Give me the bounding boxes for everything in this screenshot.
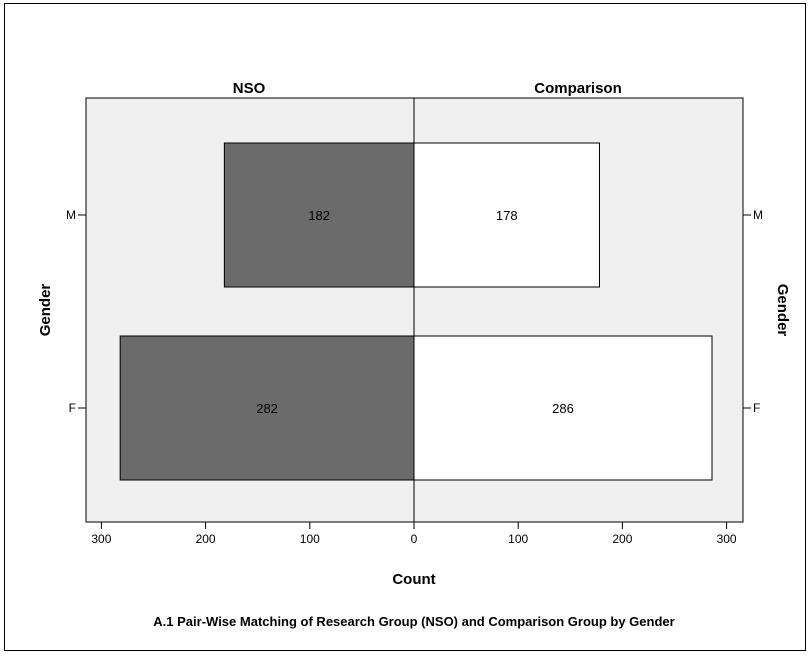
bar-nso-m (223, 142, 415, 288)
y-axis-title-left: Gender (37, 284, 54, 337)
bar-comparison-m (413, 142, 600, 288)
x-tick-label-left-300: 300 (91, 532, 111, 546)
panel-title-nso: NSO (233, 80, 266, 97)
bar-nso-f (119, 335, 415, 481)
bar-label-nso-f: 282 (256, 401, 278, 416)
x-tick-label-left-0: 0 (411, 532, 418, 546)
y-axis-title-right: Gender (774, 284, 791, 337)
bar-label-nso-m: 182 (308, 208, 330, 223)
x-tick-label-right-100: 100 (508, 532, 528, 546)
ticks-group: M M F F 0 100 100 200 200 300 300 (66, 208, 763, 546)
y-tick-label-right-f: F (753, 401, 760, 415)
bar-comparison-f (413, 335, 713, 481)
x-tick-label-left-100: 100 (300, 532, 320, 546)
y-tick-label-right-m: M (753, 208, 763, 222)
x-tick-label-left-200: 200 (196, 532, 216, 546)
panel-title-comparison: Comparison (534, 80, 622, 97)
x-axis-title: Count (392, 571, 435, 588)
figure-caption: A.1 Pair-Wise Matching of Research Group… (153, 614, 674, 629)
bar-label-comparison-m: 178 (496, 208, 518, 223)
x-tick-label-right-200: 200 (612, 532, 632, 546)
y-tick-label-left-f: F (69, 401, 76, 415)
y-tick-label-left-m: M (66, 208, 76, 222)
bars-group: 182 178 282 286 (119, 142, 713, 481)
x-tick-label-right-300: 300 (717, 532, 737, 546)
bar-label-comparison-f: 286 (552, 401, 574, 416)
